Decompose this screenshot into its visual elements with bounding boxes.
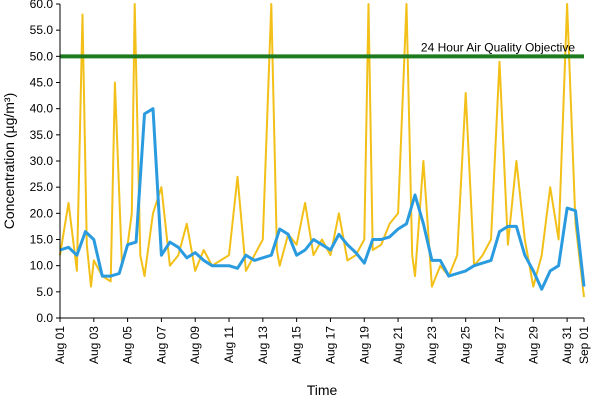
x-tick-label: Aug 11: [222, 326, 236, 363]
y-tick-label: 55.0: [30, 23, 54, 37]
y-tick-label: 25.0: [30, 180, 54, 194]
y-tick-label: 0.0: [36, 311, 53, 325]
x-tick-label: Aug 29: [526, 326, 540, 364]
y-tick-label: 40.0: [30, 102, 54, 116]
y-tick-label: 15.0: [30, 233, 54, 247]
y-axis-title: Concentration (µg/m³): [1, 93, 17, 229]
x-tick-label: Aug 21: [391, 326, 405, 364]
x-axis-ticks: Aug 01 Aug 03 Aug 05 Aug 07 Aug 09 Aug 11 Aug …: [53, 318, 591, 364]
air-quality-objective-label: 24 Hour Air Quality Objective: [421, 40, 575, 54]
series-layer: [59, 3, 586, 298]
x-tick-label: Aug 07: [154, 326, 168, 364]
x-tick-label: Aug 31: [560, 326, 574, 364]
y-tick-label: 60.0: [30, 0, 54, 11]
x-tick-label: Aug 27: [492, 326, 506, 364]
x-tick-label: Sep 01: [577, 326, 591, 364]
x-tick-label: Aug 01: [53, 326, 67, 364]
y-tick-label: 20.0: [30, 206, 54, 220]
x-tick-label: Aug 05: [121, 326, 135, 364]
x-tick-label: Aug 25: [459, 326, 473, 364]
x-tick-label: Aug 03: [87, 326, 101, 364]
x-tick-label: Aug 15: [290, 326, 304, 364]
series-line-2: [59, 107, 586, 291]
y-tick-label: 30.0: [30, 154, 54, 168]
x-tick-label: Aug 09: [188, 326, 202, 364]
x-tick-label: Aug 23: [425, 326, 439, 364]
x-tick-label: Aug 13: [256, 326, 270, 364]
x-tick-label: Aug 19: [357, 326, 371, 364]
y-tick-label: 50.0: [30, 49, 54, 63]
y-tick-label: 45.0: [30, 76, 54, 90]
x-tick-label: Aug 17: [323, 326, 337, 364]
y-axis-ticks: 0.0 5.0 10.0 15.0 20.0 25.0 30.0 35.0 40.0 45.0 50…: [30, 0, 60, 325]
x-axis-title: Time: [307, 382, 338, 398]
y-tick-label: 5.0: [36, 285, 53, 299]
y-tick-label: 10.0: [30, 259, 54, 273]
y-tick-label: 35.0: [30, 128, 54, 142]
series-line-1: [59, 3, 585, 298]
